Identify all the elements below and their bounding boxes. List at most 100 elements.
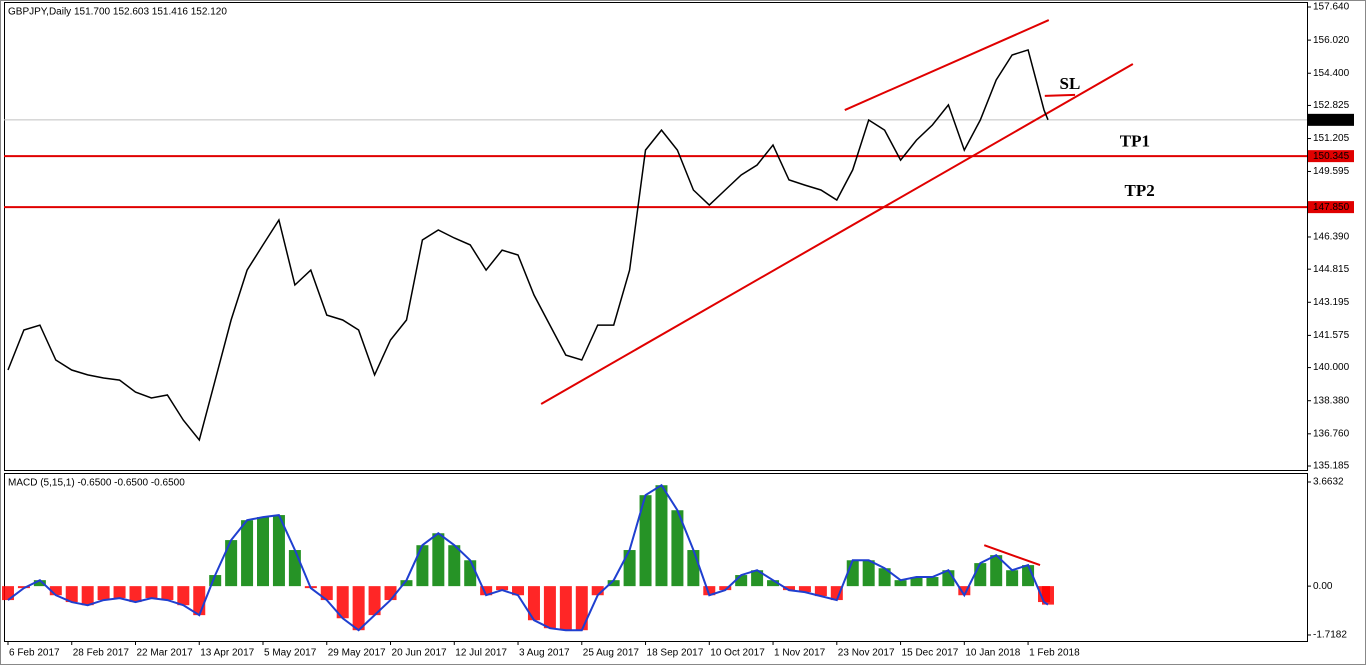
macd-bar [512, 586, 525, 596]
level-label: 152.120 [1313, 114, 1350, 125]
macd-bar [400, 580, 413, 587]
y-tick-label: 135.185 [1313, 461, 1350, 472]
macd-bar [990, 555, 1003, 587]
macd-bar [687, 550, 700, 587]
macd-bar [1006, 570, 1019, 587]
macd-bar [129, 586, 142, 603]
y-tick-label: 157.640 [1313, 2, 1350, 13]
macd-bar [798, 586, 811, 593]
y-tick-label: 149.595 [1313, 166, 1350, 177]
macd-bar [288, 550, 301, 587]
macd-bar [145, 586, 158, 599]
y-tick-label: 152.825 [1313, 100, 1350, 111]
x-tick-label: 1 Feb 2018 [1029, 648, 1080, 659]
macd-bar [591, 586, 604, 596]
macd-bar [65, 586, 78, 603]
macd-bar [703, 586, 716, 596]
y-tick-label: 138.380 [1313, 395, 1350, 406]
y-tick-label: 143.195 [1313, 297, 1350, 308]
macd-bar [671, 510, 684, 587]
x-tick-label: 22 Mar 2017 [136, 648, 193, 659]
macd-bar [448, 545, 461, 587]
level-label: 147.850 [1313, 202, 1350, 213]
y-tick-label: 156.020 [1313, 35, 1350, 46]
y-tick-label: 144.815 [1313, 264, 1350, 275]
macd-bar [336, 586, 349, 619]
x-tick-label: 1 Nov 2017 [774, 648, 826, 659]
y-tick-label: -1.7182 [1313, 630, 1347, 641]
macd-bar [782, 586, 795, 591]
trendline [540, 63, 1134, 405]
y-tick-label: 136.760 [1313, 428, 1350, 439]
trendline [1044, 93, 1076, 97]
macd-panel [4, 473, 1308, 642]
macd-bar [527, 586, 540, 621]
macd-bar [974, 563, 987, 587]
macd-bar [225, 540, 238, 587]
macd-bar [878, 568, 891, 587]
macd-bar [543, 586, 556, 629]
x-tick-label: 10 Jan 2018 [965, 648, 1020, 659]
macd-bar [1041, 586, 1054, 605]
x-tick-label: 28 Feb 2017 [73, 648, 130, 659]
x-tick-label: 3 Aug 2017 [519, 648, 570, 659]
trendline [983, 544, 1041, 567]
x-tick-label: 10 Oct 2017 [710, 648, 765, 659]
macd-bar [958, 586, 971, 596]
macd-bar [161, 586, 174, 601]
macd-bar [272, 515, 285, 587]
macd-bar [830, 586, 843, 601]
y-tick-label: 151.205 [1313, 133, 1350, 144]
macd-bar [814, 586, 827, 597]
signal-line [7, 483, 1049, 632]
macd-bar [257, 517, 270, 587]
x-tick-label: 23 Nov 2017 [838, 648, 895, 659]
x-tick-label: 6 Feb 2017 [9, 648, 60, 659]
macd-bar [177, 586, 190, 606]
macd-bar [719, 586, 732, 591]
macd-bar [767, 580, 780, 587]
annotation: TP1 [1120, 132, 1150, 151]
macd-bar [384, 586, 397, 601]
price-line [7, 48, 1049, 442]
x-tick-label: 29 May 2017 [328, 648, 386, 659]
macd-bar [607, 580, 620, 587]
macd-bar [1, 586, 14, 601]
macd-bar [862, 560, 875, 587]
macd-bar [926, 577, 939, 587]
macd-bar [639, 495, 652, 587]
macd-bar [655, 485, 668, 587]
macd-title: MACD (5,15,1) -0.6500 -0.6500 -0.6500 [8, 478, 185, 489]
macd-bar [352, 586, 365, 631]
macd-bar [49, 586, 62, 596]
macd-bar [623, 550, 636, 587]
macd-bar [97, 586, 110, 601]
x-tick-label: 18 Sep 2017 [647, 648, 704, 659]
macd-bar [496, 586, 509, 591]
trendline [844, 19, 1050, 111]
chart-title: GBPJPY,Daily 151.700 152.603 151.416 152… [8, 7, 227, 18]
x-tick-label: 20 Jun 2017 [392, 648, 447, 659]
level-label: 150.345 [1313, 151, 1350, 162]
x-tick-label: 13 Apr 2017 [200, 648, 254, 659]
x-tick-label: 5 May 2017 [264, 648, 317, 659]
level-box [1308, 150, 1354, 163]
y-tick-label: 141.575 [1313, 330, 1350, 341]
macd-bar [113, 586, 126, 599]
annotation: TP2 [1125, 181, 1155, 200]
level-box [1308, 113, 1354, 126]
macd-bar [751, 570, 764, 587]
y-tick-label: 146.390 [1313, 232, 1350, 243]
macd-bar [416, 545, 429, 587]
macd-bar [559, 586, 572, 631]
x-tick-label: 12 Jul 2017 [455, 648, 507, 659]
macd-bar [81, 586, 94, 606]
macd-bar [368, 586, 381, 616]
y-tick-label: 3.6632 [1313, 477, 1344, 488]
macd-bar [432, 533, 445, 587]
annotation: SL [1060, 74, 1081, 93]
level-box [1308, 201, 1354, 214]
macd-bar [193, 586, 206, 616]
y-tick-label: 0.00 [1313, 581, 1333, 592]
